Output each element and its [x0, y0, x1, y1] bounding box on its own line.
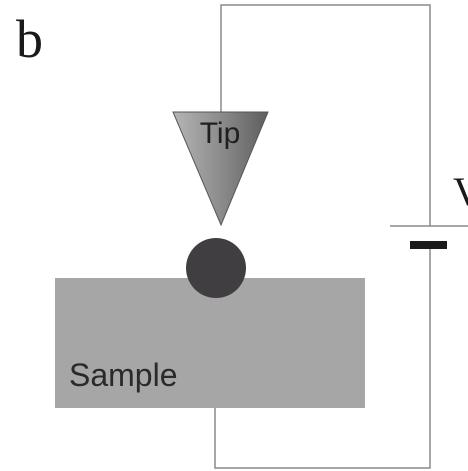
particle [186, 238, 246, 298]
tip [172, 111, 269, 227]
battery-plate-short [410, 241, 447, 249]
panel-label: b [16, 9, 43, 69]
sample [55, 278, 365, 408]
tip-label: Tip [200, 117, 241, 150]
sample-label: Sample [69, 357, 178, 393]
voltage-label: V [453, 169, 468, 214]
circuit-wire [214, 4, 431, 469]
